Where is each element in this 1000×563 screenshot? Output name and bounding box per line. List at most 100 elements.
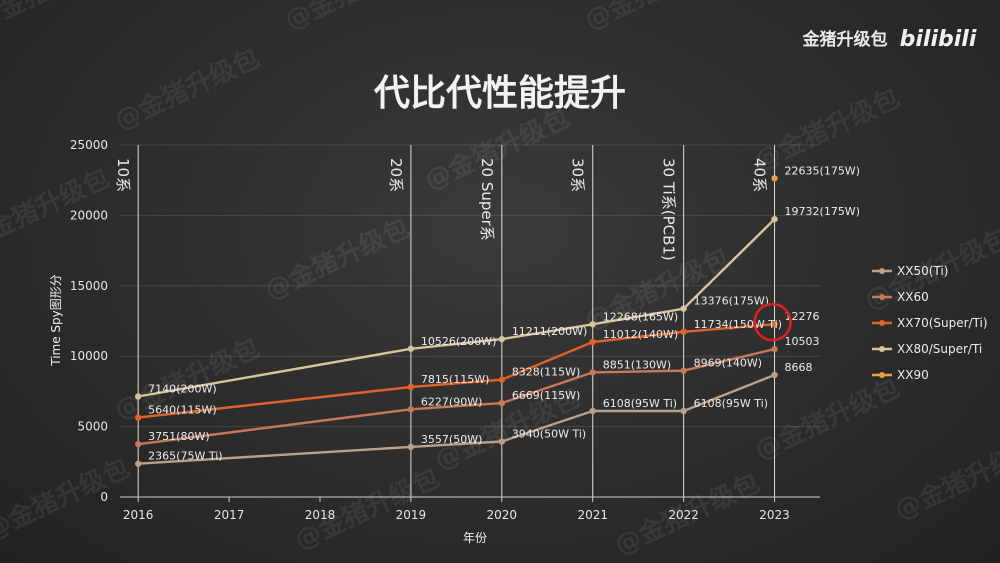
legend-marker xyxy=(879,320,885,326)
generation-label: 10系 xyxy=(114,158,132,192)
legend-entry: XX80/Super/Ti xyxy=(897,342,982,356)
watermark-text: @金猪升级包 xyxy=(0,452,134,546)
y-tick-label: 20000 xyxy=(70,208,108,222)
data-label: 8668 xyxy=(785,361,813,374)
data-point xyxy=(407,406,415,413)
generation-label: 30系 xyxy=(569,158,587,192)
generation-label: 20 Super系 xyxy=(478,158,496,241)
watermark-text: @金猪升级包 xyxy=(580,0,734,36)
data-point xyxy=(771,215,778,223)
watermark-text: @金猪升级包 xyxy=(260,212,414,306)
brand: 金猪升级包 bilibili xyxy=(802,27,977,52)
legend: XX50(Ti) XX60 XX70(Super/Ti) XX80/Super/Ti X… xyxy=(872,264,988,382)
data-label: 12276 xyxy=(785,310,820,323)
data-label: 12268(165W) xyxy=(603,310,678,323)
data-label: 11012(140W) xyxy=(603,328,678,341)
y-axis-label: Time Spy图形分 xyxy=(49,274,63,367)
data-point xyxy=(680,305,687,312)
data-point xyxy=(771,320,778,328)
watermark-text: @金猪升级包 xyxy=(420,102,574,196)
watermark-text: @金猪升级包 xyxy=(750,372,904,466)
series-line xyxy=(138,373,775,465)
data-label: 10503 xyxy=(785,335,820,348)
generation-lines: 10系 20系 20 Super系 30系 30 Ti系(PCB1) 40系 xyxy=(114,145,776,497)
legend-marker xyxy=(879,294,885,300)
x-tick-label: 2018 xyxy=(305,508,336,522)
x-tick-label: 2022 xyxy=(668,508,699,522)
data-point xyxy=(771,345,778,353)
data-label: 3557(50W) xyxy=(421,433,482,446)
data-point xyxy=(589,338,596,346)
x-tick-label: 2021 xyxy=(577,508,608,522)
x-tick-label: 2023 xyxy=(759,508,790,522)
y-tick-label: 10000 xyxy=(70,349,108,363)
data-label: 11734(150W Ti) xyxy=(694,318,782,331)
series-layer xyxy=(134,175,778,467)
data-point xyxy=(589,407,596,415)
x-tick-label: 2020 xyxy=(487,508,518,522)
data-label: 8328(115W) xyxy=(512,366,580,379)
highlight-circle xyxy=(753,302,792,342)
data-point xyxy=(680,328,687,335)
data-label: 5640(115W) xyxy=(148,404,216,417)
gridlines xyxy=(120,144,820,428)
x-tick-label: 2019 xyxy=(396,508,427,522)
legend-marker xyxy=(879,268,885,274)
data-label: 7815(115W) xyxy=(421,373,489,386)
y-tick-label: 25000 xyxy=(70,138,108,152)
data-label: 3940(50W Ti) xyxy=(512,428,586,441)
brand-name: 金猪升级包 xyxy=(802,29,888,50)
data-point xyxy=(134,460,142,467)
legend-entry: XX60 xyxy=(897,290,929,304)
data-label: 11211(200W) xyxy=(512,325,587,338)
generation-label: 30 Ti系(PCB1) xyxy=(660,158,678,261)
data-point xyxy=(407,443,415,451)
legend-entry: XX70(Super/Ti) xyxy=(897,316,988,330)
data-point xyxy=(589,321,596,328)
data-label: 6669(115W) xyxy=(512,389,580,402)
data-label: 6108(95W Ti) xyxy=(603,397,677,410)
data-label: 7140(200W) xyxy=(148,382,216,395)
watermark-text: @金猪升级包 xyxy=(750,82,904,176)
data-point xyxy=(589,369,596,376)
data-point xyxy=(134,440,142,448)
data-point xyxy=(498,399,506,407)
data-label: 3751(80W) xyxy=(148,430,209,443)
series-line xyxy=(138,323,775,419)
legend-entry: XX90 xyxy=(897,368,929,382)
data-point xyxy=(134,393,142,400)
generation-label: 40系 xyxy=(751,158,769,192)
chart-title: 代比代性能提升 xyxy=(373,73,626,114)
legend-marker xyxy=(879,372,885,378)
data-label: 6227(90W) xyxy=(421,395,482,408)
data-label: 8969(140W) xyxy=(694,357,762,370)
x-axis-label: 年份 xyxy=(463,531,487,545)
data-label: 22635(175W) xyxy=(785,164,860,177)
data-label: 8851(130W) xyxy=(603,358,671,371)
annotation-layer xyxy=(753,302,792,342)
data-point xyxy=(498,335,506,343)
y-tick-label: 15000 xyxy=(70,279,108,293)
legend-marker xyxy=(879,346,885,352)
data-point xyxy=(771,175,778,182)
series-line xyxy=(137,218,776,398)
watermark-text: @金猪升级包 xyxy=(280,0,434,36)
y-tick-label: 5000 xyxy=(77,420,108,434)
data-point xyxy=(134,414,142,421)
data-point xyxy=(680,367,687,374)
data-label: 19732(175W) xyxy=(785,205,860,218)
data-point xyxy=(771,371,778,379)
x-tick-label: 2017 xyxy=(214,508,245,522)
y-tick-label: 0 xyxy=(100,490,108,504)
series-line xyxy=(138,347,775,446)
data-label: 10526(200W) xyxy=(421,335,496,348)
data-label: 13376(175W) xyxy=(694,295,769,308)
data-point xyxy=(407,383,415,391)
axes: 0 5000 10000 15000 20000 25000 2016 2017 2018 201… xyxy=(70,138,820,522)
x-tick-label: 2016 xyxy=(123,508,154,522)
data-label: 6108(95W Ti) xyxy=(694,397,768,410)
data-label: 2365(75W Ti) xyxy=(148,450,222,463)
data-point xyxy=(680,407,687,415)
bilibili-logo: bilibili xyxy=(900,27,977,52)
